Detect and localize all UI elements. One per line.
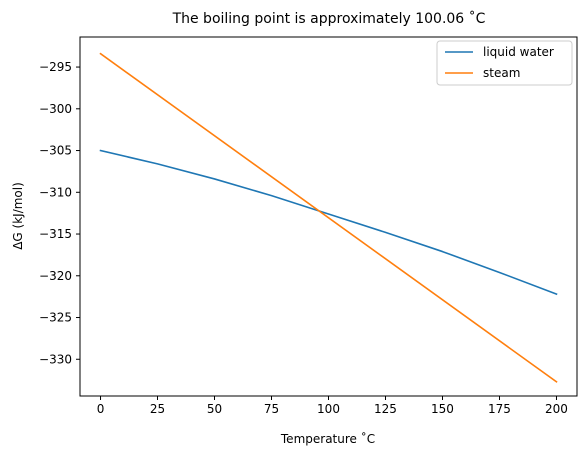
series-line-liquid-water xyxy=(99,149,558,296)
y-axis-label: ΔG (kJ/mol) xyxy=(11,182,25,250)
x-tick-label: 0 xyxy=(97,402,105,416)
x-tick-label: 175 xyxy=(488,402,511,416)
x-tick-label: 50 xyxy=(207,402,222,416)
y-tick-label: −325 xyxy=(39,311,72,325)
x-axis-label: Temperature ˚C xyxy=(280,431,375,446)
legend-label: liquid water xyxy=(483,45,554,59)
x-tick-label: 25 xyxy=(150,402,165,416)
y-tick-label: −330 xyxy=(39,352,72,366)
y-tick-label: −295 xyxy=(39,60,72,74)
x-tick-label: 200 xyxy=(545,402,568,416)
plot-area xyxy=(99,52,558,383)
x-tick-label: 150 xyxy=(431,402,454,416)
legend: liquid water steam xyxy=(436,40,573,86)
x-tick-label: 100 xyxy=(317,402,340,416)
x-tick-label: 75 xyxy=(264,402,279,416)
legend-label: steam xyxy=(483,66,520,80)
y-tick-label: −305 xyxy=(39,144,72,158)
y-tick-label: −310 xyxy=(39,185,72,199)
chart-title: The boiling point is approximately 100.0… xyxy=(172,10,486,27)
y-tick-label: −300 xyxy=(39,102,72,116)
x-tick-label: 125 xyxy=(374,402,397,416)
y-tick-label: −315 xyxy=(39,227,72,241)
series-line-steam xyxy=(99,52,558,383)
y-tick-label: −320 xyxy=(39,269,72,283)
